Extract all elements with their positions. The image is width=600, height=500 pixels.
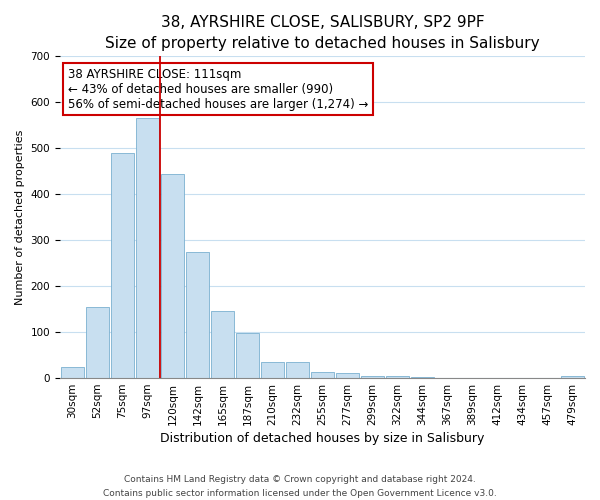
Bar [386,376,409,378]
Text: 38 AYRSHIRE CLOSE: 111sqm
← 43% of detached houses are smaller (990)
56% of semi: 38 AYRSHIRE CLOSE: 111sqm ← 43% of detac… [68,68,368,110]
Bar [211,312,233,378]
Bar [561,376,584,378]
Bar [236,334,259,378]
Bar [261,362,284,378]
Text: Contains HM Land Registry data © Crown copyright and database right 2024.
Contai: Contains HM Land Registry data © Crown c… [103,476,497,498]
Bar [311,372,334,378]
X-axis label: Distribution of detached houses by size in Salisbury: Distribution of detached houses by size … [160,432,485,445]
Bar [161,174,184,378]
Bar [86,307,109,378]
Bar [186,252,209,378]
Bar [411,377,434,378]
Bar [111,153,134,378]
Bar [136,118,158,378]
Bar [336,372,359,378]
Bar [361,376,384,378]
Title: 38, AYRSHIRE CLOSE, SALISBURY, SP2 9PF
Size of property relative to detached hou: 38, AYRSHIRE CLOSE, SALISBURY, SP2 9PF S… [105,15,540,51]
Bar [286,362,308,378]
Bar [61,366,83,378]
Y-axis label: Number of detached properties: Number of detached properties [15,130,25,305]
